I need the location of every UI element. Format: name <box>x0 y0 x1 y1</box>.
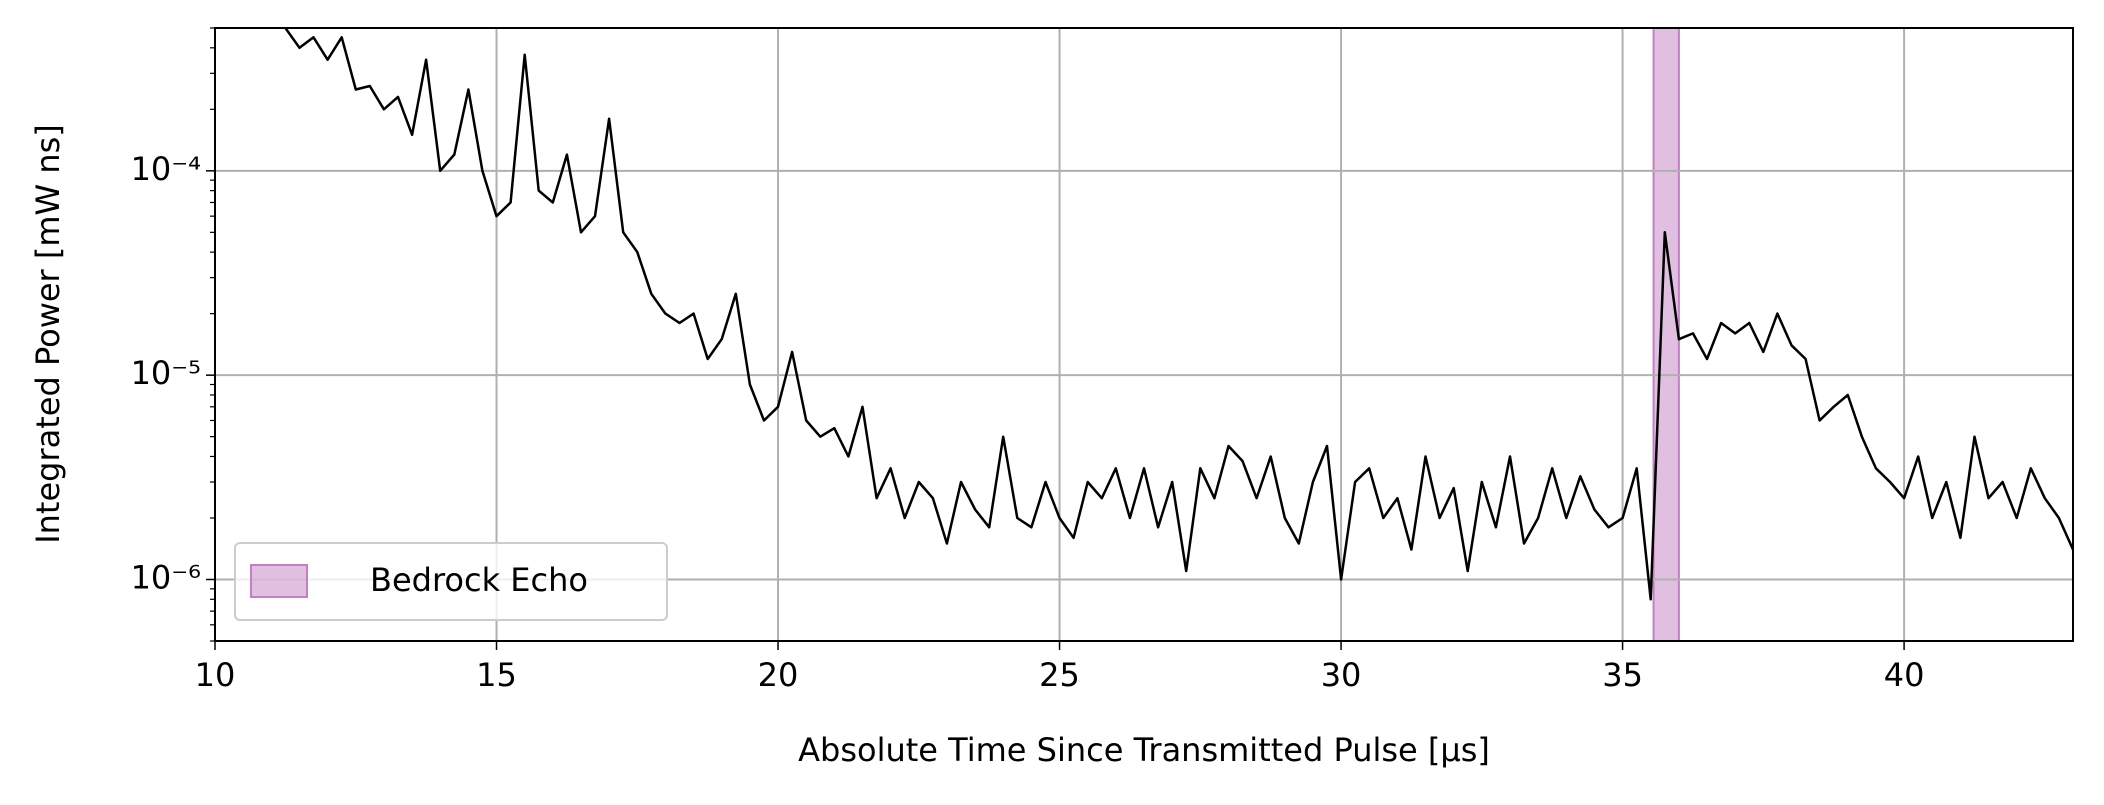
x-tick-label: 40 <box>1884 656 1925 694</box>
x-tick-label: 15 <box>476 656 517 694</box>
x-tick-label: 20 <box>758 656 799 694</box>
legend-swatch <box>250 564 308 598</box>
y-axis-label: Integrated Power [mW ns] <box>29 124 67 544</box>
plot-frame <box>214 27 2074 642</box>
x-tick-label: 10 <box>195 656 236 694</box>
x-axis-label: Absolute Time Since Transmitted Pulse [μ… <box>798 731 1490 769</box>
legend-box <box>234 542 668 621</box>
x-tick-label: 25 <box>1039 656 1080 694</box>
y-tick-label: 10⁻⁴ <box>131 150 201 188</box>
y-tick-label: 10⁻⁶ <box>131 558 201 596</box>
x-tick-label: 35 <box>1602 656 1643 694</box>
legend-label: Bedrock Echo <box>370 561 588 599</box>
line <box>284 28 2073 601</box>
plot-area <box>284 28 2073 601</box>
y-tick-label: 10⁻⁵ <box>131 354 201 392</box>
x-tick-label: 30 <box>1321 656 1362 694</box>
span <box>1652 27 1680 642</box>
